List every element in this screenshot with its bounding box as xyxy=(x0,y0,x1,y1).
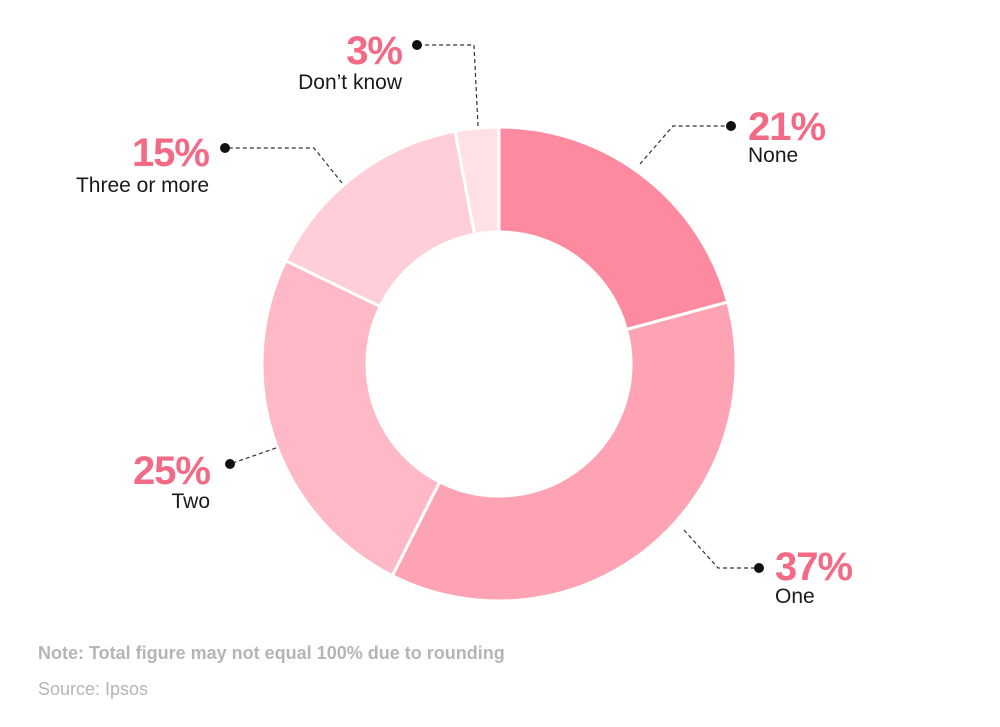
slice-labels: 21%None 37%One 25%Two 15%Three or more 3%Don… xyxy=(76,29,854,608)
value-label: 3% xyxy=(346,29,402,73)
leader-dot xyxy=(225,459,235,469)
donut-slices xyxy=(260,125,738,603)
leader-line xyxy=(229,447,277,465)
chart-note: Note: Total figure may not equal 100% du… xyxy=(38,643,505,663)
category-label: Three or more xyxy=(76,174,209,197)
leader-line xyxy=(683,529,759,569)
leader-dot xyxy=(220,143,230,153)
slice-two xyxy=(260,258,442,578)
leader-dot xyxy=(412,40,422,50)
leader-line xyxy=(225,147,343,184)
chart-source: Source: Ipsos xyxy=(38,679,149,699)
slice-three-or-more xyxy=(283,129,477,309)
leader-line xyxy=(417,44,479,127)
leader-line xyxy=(639,125,731,165)
category-label: Two xyxy=(171,490,210,513)
value-label: 25% xyxy=(133,449,210,493)
category-label: Don’t know xyxy=(298,71,403,94)
label-connectors xyxy=(220,40,764,573)
slice-none xyxy=(497,125,730,332)
category-label: None xyxy=(748,144,798,167)
category-label: One xyxy=(775,585,815,608)
slice-one xyxy=(390,300,738,603)
leader-dot xyxy=(754,563,764,573)
slice-don-t-know xyxy=(453,125,501,237)
value-label: 37% xyxy=(775,545,852,589)
value-label: 15% xyxy=(132,131,209,175)
value-label: 21% xyxy=(748,105,825,149)
leader-dot xyxy=(726,121,736,131)
